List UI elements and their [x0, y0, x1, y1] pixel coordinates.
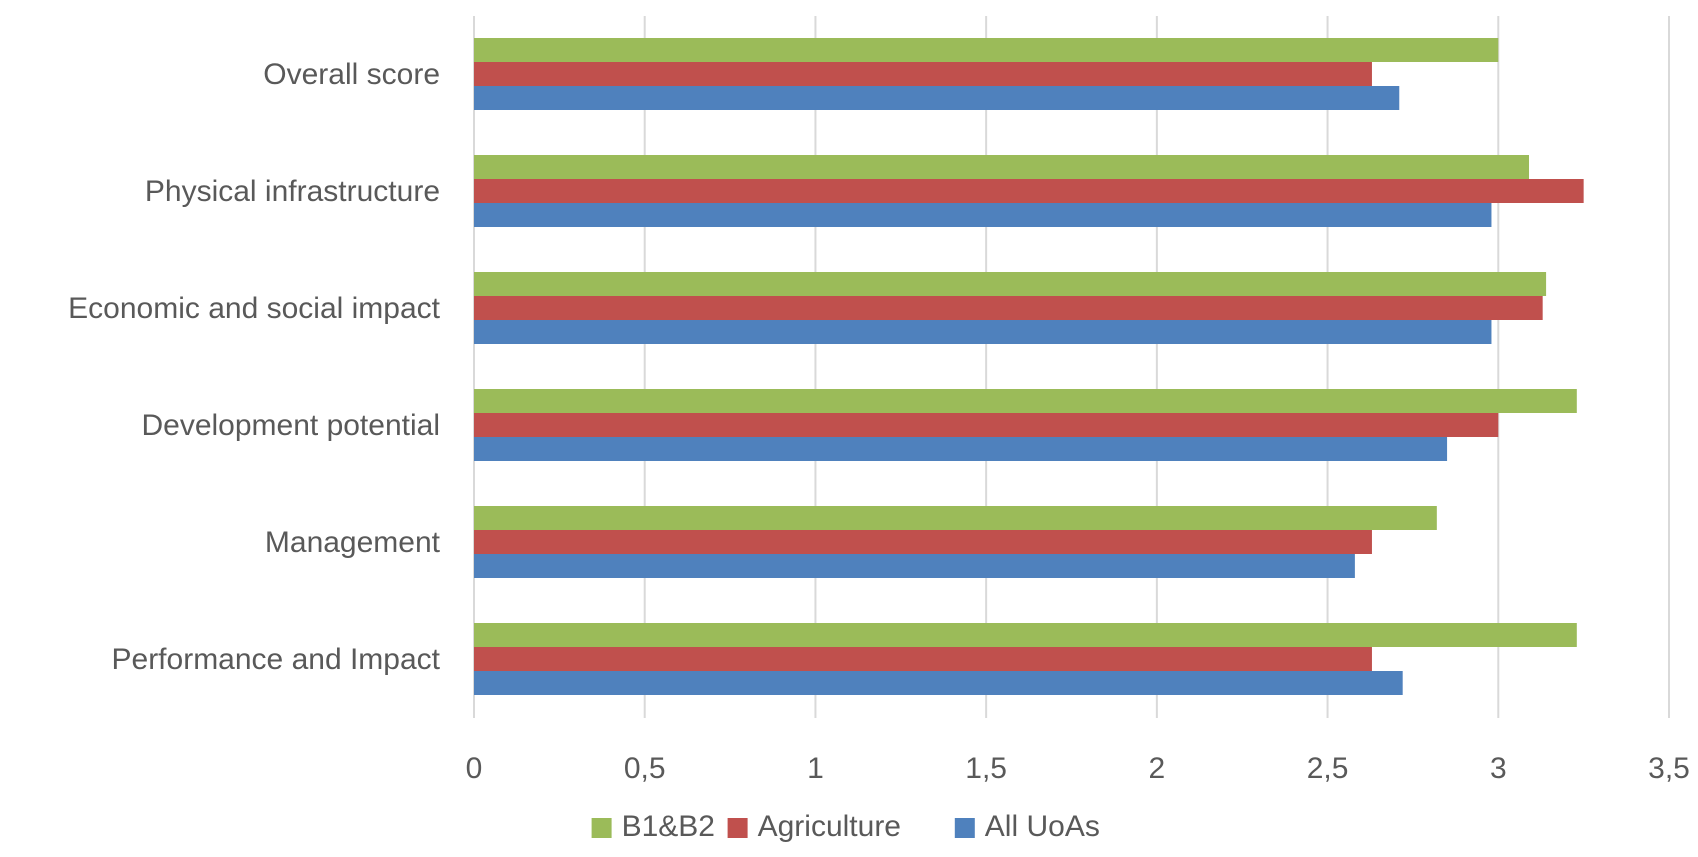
category-label: Development potential: [141, 409, 440, 442]
legend-swatch: [727, 818, 748, 838]
category-label: Physical infrastructure: [145, 175, 440, 208]
bar-b1-b2: [474, 38, 1499, 62]
bar-b1-b2: [474, 623, 1577, 647]
legend-swatch: [954, 818, 975, 838]
category-label: Performance and Impact: [112, 643, 441, 676]
x-tick-label: 1,5: [965, 752, 1007, 785]
bar-all-uoas: [474, 203, 1492, 227]
category-label: Economic and social impact: [68, 292, 441, 325]
bar-b1-b2: [474, 155, 1530, 179]
bar-agriculture: [474, 296, 1543, 320]
bar-agriculture: [474, 179, 1584, 203]
bar-b1-b2: [474, 389, 1577, 413]
bar-agriculture: [474, 647, 1372, 671]
legend-label: All UoAs: [985, 810, 1100, 843]
bar-all-uoas: [474, 437, 1448, 461]
bar-all-uoas: [474, 320, 1492, 344]
x-tick-label: 1: [807, 752, 824, 785]
bar-agriculture: [474, 413, 1499, 437]
x-tick-label: 2,5: [1307, 752, 1349, 785]
x-tick-label: 0: [466, 752, 483, 785]
category-label: Overall score: [263, 58, 440, 91]
gridlines: [473, 16, 1670, 718]
legend-swatch: [591, 818, 612, 838]
x-tick-label: 2: [1149, 752, 1166, 785]
bar-all-uoas: [474, 86, 1400, 110]
bar-b1-b2: [474, 506, 1437, 530]
x-tick-label: 3,5: [1648, 752, 1690, 785]
legend: B1&B2 Agriculture All UoAs: [591, 810, 1100, 843]
x-tick-label: 3: [1490, 752, 1507, 785]
bar-agriculture: [474, 530, 1372, 554]
legend-label: Agriculture: [758, 810, 901, 843]
category-label: Management: [265, 526, 441, 559]
bar-all-uoas: [474, 671, 1403, 695]
bar-agriculture: [474, 62, 1372, 86]
bar-all-uoas: [474, 554, 1355, 578]
legend-label: B1&B2: [622, 810, 715, 843]
bar-b1-b2: [474, 272, 1547, 296]
bars: [474, 38, 1584, 695]
axes: 0 0,5 1 1,5 2 2,5 3 3,5 Overall score Physical in…: [68, 58, 1690, 785]
x-tick-label: 0,5: [624, 752, 666, 785]
